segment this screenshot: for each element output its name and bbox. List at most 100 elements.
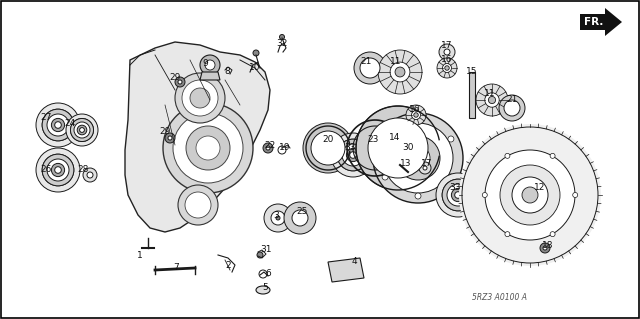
- Circle shape: [437, 58, 457, 78]
- Text: 21: 21: [360, 57, 372, 66]
- Text: 21: 21: [506, 95, 518, 105]
- Text: 33: 33: [449, 183, 461, 192]
- Circle shape: [442, 63, 451, 72]
- Circle shape: [382, 136, 388, 142]
- Circle shape: [550, 232, 555, 237]
- Circle shape: [543, 246, 547, 250]
- Circle shape: [200, 55, 220, 75]
- Circle shape: [442, 179, 474, 211]
- Circle shape: [346, 148, 360, 162]
- Circle shape: [368, 118, 428, 178]
- Circle shape: [331, 133, 375, 177]
- Circle shape: [342, 144, 364, 166]
- Circle shape: [42, 109, 74, 141]
- Text: 23: 23: [367, 136, 379, 145]
- Circle shape: [253, 50, 259, 56]
- Circle shape: [504, 100, 520, 116]
- Circle shape: [74, 122, 90, 138]
- Circle shape: [448, 136, 454, 142]
- Circle shape: [360, 58, 380, 78]
- Text: 11: 11: [484, 90, 496, 99]
- Circle shape: [66, 114, 98, 146]
- Text: 29: 29: [170, 73, 180, 83]
- Circle shape: [476, 84, 508, 116]
- Circle shape: [483, 192, 487, 197]
- Polygon shape: [328, 258, 364, 282]
- Circle shape: [423, 166, 427, 170]
- Circle shape: [54, 122, 61, 128]
- Circle shape: [178, 185, 218, 225]
- Circle shape: [83, 168, 97, 182]
- Circle shape: [337, 139, 369, 171]
- Circle shape: [573, 192, 578, 197]
- Circle shape: [459, 124, 601, 266]
- Circle shape: [257, 252, 263, 258]
- Circle shape: [42, 154, 74, 186]
- Text: 2: 2: [225, 261, 231, 270]
- Circle shape: [70, 118, 93, 142]
- Circle shape: [439, 44, 455, 60]
- Text: 8: 8: [224, 66, 230, 76]
- Text: 13: 13: [400, 160, 412, 168]
- Text: 11: 11: [390, 57, 402, 66]
- Circle shape: [396, 136, 440, 180]
- Circle shape: [163, 103, 253, 193]
- Circle shape: [447, 184, 469, 206]
- Circle shape: [332, 266, 340, 274]
- Circle shape: [292, 210, 308, 226]
- Circle shape: [175, 73, 225, 123]
- Text: 17: 17: [441, 41, 452, 49]
- Circle shape: [51, 118, 65, 132]
- Circle shape: [485, 150, 575, 240]
- Text: 3: 3: [273, 211, 279, 219]
- Circle shape: [354, 52, 386, 84]
- Circle shape: [173, 113, 243, 183]
- Circle shape: [190, 88, 210, 108]
- Circle shape: [266, 146, 270, 150]
- Text: 20: 20: [323, 136, 333, 145]
- Text: 18: 18: [542, 241, 554, 249]
- Circle shape: [36, 148, 80, 192]
- Circle shape: [406, 146, 430, 170]
- Circle shape: [454, 192, 461, 198]
- Circle shape: [401, 166, 407, 172]
- Circle shape: [390, 62, 410, 82]
- Circle shape: [295, 213, 305, 223]
- Bar: [469, 72, 475, 118]
- Text: 33: 33: [344, 143, 356, 152]
- Circle shape: [436, 173, 480, 217]
- Circle shape: [87, 172, 93, 178]
- Circle shape: [47, 114, 69, 136]
- Text: 5: 5: [262, 284, 268, 293]
- Polygon shape: [580, 8, 622, 36]
- Circle shape: [284, 202, 316, 234]
- Text: 28: 28: [77, 166, 89, 174]
- Circle shape: [442, 179, 474, 211]
- Circle shape: [51, 163, 65, 177]
- Circle shape: [444, 49, 450, 55]
- Circle shape: [413, 113, 419, 117]
- Circle shape: [550, 153, 555, 158]
- Circle shape: [263, 143, 273, 153]
- Circle shape: [448, 174, 454, 180]
- Circle shape: [419, 162, 431, 174]
- Circle shape: [264, 204, 292, 232]
- Text: 19: 19: [279, 143, 291, 152]
- Circle shape: [165, 133, 175, 143]
- Circle shape: [278, 146, 286, 154]
- Circle shape: [47, 159, 69, 181]
- Ellipse shape: [256, 286, 270, 294]
- Circle shape: [54, 167, 61, 173]
- Text: 5RZ3 A0100 A: 5RZ3 A0100 A: [472, 293, 527, 302]
- Circle shape: [451, 189, 465, 202]
- Circle shape: [505, 232, 510, 237]
- Circle shape: [488, 96, 495, 104]
- Circle shape: [522, 187, 538, 203]
- Circle shape: [70, 118, 93, 142]
- Circle shape: [175, 77, 185, 87]
- Circle shape: [499, 95, 525, 121]
- Circle shape: [352, 266, 360, 274]
- Circle shape: [36, 103, 80, 147]
- Circle shape: [168, 136, 172, 140]
- Circle shape: [406, 105, 426, 125]
